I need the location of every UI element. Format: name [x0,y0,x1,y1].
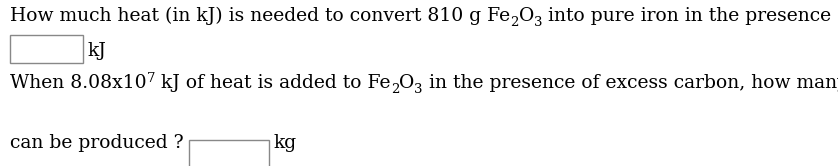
Text: O: O [399,74,414,92]
Text: can be produced ?: can be produced ? [10,134,184,152]
Text: 3: 3 [534,16,542,29]
FancyBboxPatch shape [189,140,269,166]
Text: When 8.08x10: When 8.08x10 [10,74,147,92]
Text: How much heat (in kJ) is needed to convert 810 g Fe: How much heat (in kJ) is needed to conve… [10,7,510,25]
Text: kg: kg [274,134,297,152]
Text: in the presence of excess carbon, how many kilograms of Fe: in the presence of excess carbon, how ma… [422,74,838,92]
FancyBboxPatch shape [10,35,83,63]
Text: kJ: kJ [88,42,107,60]
Text: 7: 7 [147,72,155,85]
Text: kJ of heat is added to Fe: kJ of heat is added to Fe [155,74,391,92]
Text: into pure iron in the presence of excess carbon?: into pure iron in the presence of excess… [542,7,838,25]
Text: 2: 2 [391,83,399,96]
Text: 2: 2 [510,16,519,29]
Text: 3: 3 [414,83,422,96]
Text: O: O [519,7,534,25]
